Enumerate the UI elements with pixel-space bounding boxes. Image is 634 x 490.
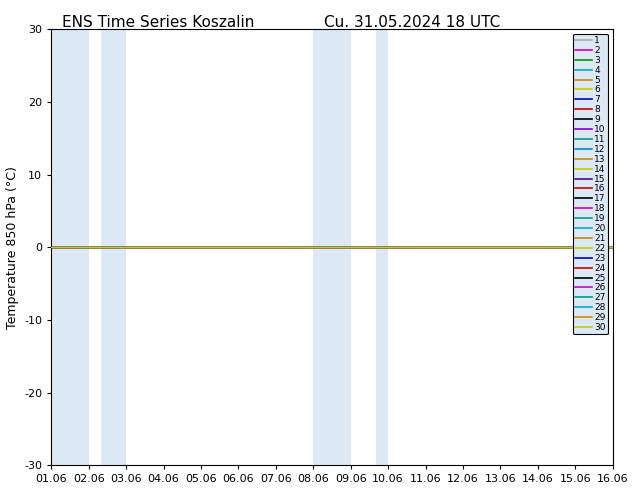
Bar [101, 29, 126, 465]
Bar [376, 29, 388, 465]
Text: ENS Time Series Koszalin: ENS Time Series Koszalin [62, 15, 255, 30]
Bar [51, 29, 89, 465]
Legend: 1, 2, 3, 4, 5, 6, 7, 8, 9, 10, 11, 12, 13, 14, 15, 16, 17, 18, 19, 20, 21, 22, 2: 1, 2, 3, 4, 5, 6, 7, 8, 9, 10, 11, 12, 1… [573, 34, 608, 334]
Bar [313, 29, 351, 465]
Text: Cu. 31.05.2024 18 UTC: Cu. 31.05.2024 18 UTC [324, 15, 500, 30]
Y-axis label: Temperature 850 hPa (°C): Temperature 850 hPa (°C) [6, 166, 18, 329]
